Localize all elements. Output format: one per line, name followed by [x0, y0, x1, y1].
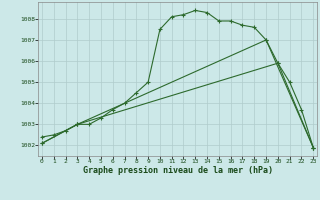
- X-axis label: Graphe pression niveau de la mer (hPa): Graphe pression niveau de la mer (hPa): [83, 166, 273, 175]
